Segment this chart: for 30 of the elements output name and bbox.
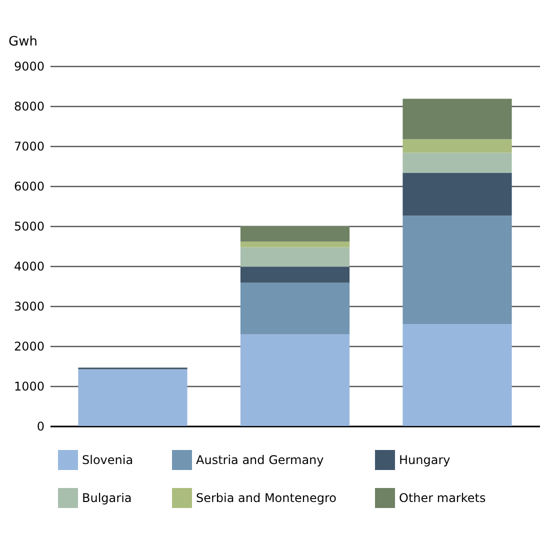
bar [402,324,512,426]
y-tick-label: 8000 [14,100,44,114]
legend-label: Serbia and Montenegro [196,491,336,505]
y-tick-label: 0 [36,420,44,434]
bar [240,334,350,426]
y-tick-label: 7000 [14,140,44,154]
bar [240,247,350,267]
bar [240,226,350,242]
legend-label: Slovenia [82,453,134,467]
bar [78,369,188,426]
bar [402,98,512,140]
y-tick-label: 4000 [14,260,44,274]
y-tick-label: 3000 [14,300,44,314]
y-tick-label: 5000 [14,220,44,234]
bar [402,139,512,153]
legend-label: Austria and Germany [196,453,324,467]
legend-label: Hungary [399,453,450,467]
bar [240,282,350,334]
bar [240,242,350,248]
y-tick-label: 9000 [14,60,44,74]
bar [402,152,512,173]
y-tick-label: 2000 [14,340,44,354]
bar [240,266,350,283]
legend-label: Other markets [399,491,486,505]
y-axis-title: Gwh [8,34,38,50]
bar [402,216,512,324]
y-tick-label: 1000 [14,380,44,394]
bar [402,172,512,216]
legend-label: Bulgaria [82,491,132,505]
y-tick-label: 6000 [14,180,44,194]
